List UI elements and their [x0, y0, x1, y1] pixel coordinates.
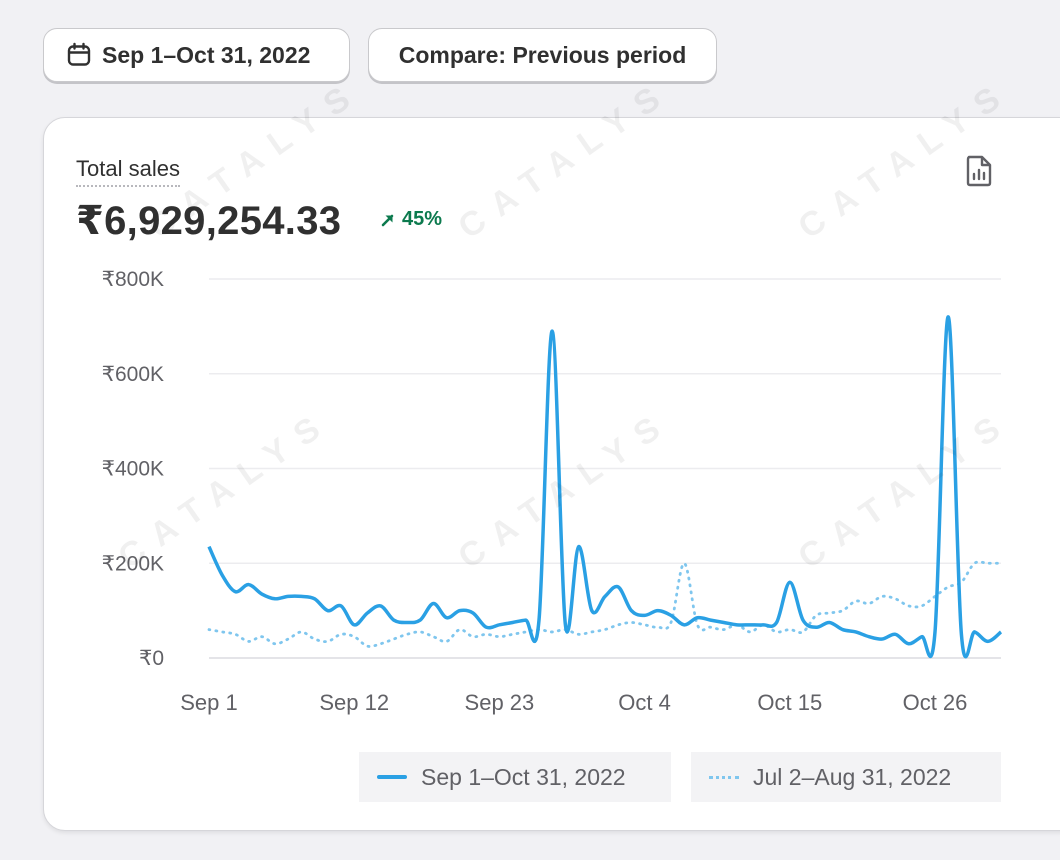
compare-label: Compare: Previous period [398, 41, 687, 68]
total-sales-card: Total sales ₹6,929,254.33 45% ₹800K ₹600K… [43, 117, 1060, 831]
card-title[interactable]: Total sales [76, 156, 180, 187]
calendar-icon [67, 42, 91, 66]
legend-item-previous[interactable]: Jul 2–Aug 31, 2022 [691, 752, 1001, 802]
series-line-previous [207, 560, 1003, 648]
x-tick-label: Sep 12 [319, 690, 389, 715]
x-tick-label: Sep 1 [180, 690, 238, 715]
sales-line-chart: ₹800K ₹600K ₹400K ₹200K ₹0 Sep 1 Sep 12 Sep 23 O… [102, 268, 1003, 715]
y-tick-label: ₹800K [102, 268, 164, 291]
total-sales-value: ₹6,929,254.33 [76, 199, 342, 243]
x-tick-label: Oct 26 [903, 690, 968, 715]
x-tick-label: Oct 15 [757, 690, 822, 715]
date-range-label: Sep 1–Oct 31, 2022 [102, 41, 311, 68]
y-tick-label: ₹600K [102, 363, 164, 386]
series-line-current [207, 315, 1003, 659]
legend-label-previous: Jul 2–Aug 31, 2022 [753, 763, 952, 790]
y-tick-label: ₹200K [102, 552, 164, 575]
y-tick-label: ₹0 [139, 647, 164, 670]
legend-swatch-previous [709, 775, 739, 779]
legend-item-current[interactable]: Sep 1–Oct 31, 2022 [359, 752, 671, 802]
legend-swatch-current [377, 775, 407, 779]
arrow-up-right-icon [381, 214, 394, 226]
report-icon[interactable] [964, 154, 994, 188]
delta-value: 45% [402, 208, 443, 230]
delta-badge: 45% [380, 208, 442, 231]
compare-button[interactable]: Compare: Previous period [368, 28, 717, 82]
date-range-button[interactable]: Sep 1–Oct 31, 2022 [43, 28, 350, 82]
x-tick-label: Oct 4 [618, 690, 671, 715]
x-tick-label: Sep 23 [465, 690, 535, 715]
y-tick-label: ₹400K [102, 458, 164, 481]
legend-label-current: Sep 1–Oct 31, 2022 [421, 763, 626, 790]
